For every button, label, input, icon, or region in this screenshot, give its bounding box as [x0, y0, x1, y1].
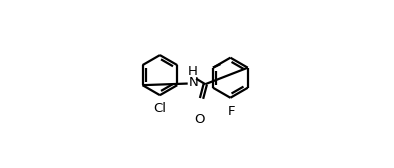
Text: N: N	[188, 76, 198, 89]
Text: H: H	[188, 65, 197, 78]
Text: F: F	[227, 105, 235, 118]
Text: Cl: Cl	[153, 102, 166, 115]
Text: O: O	[195, 113, 205, 126]
